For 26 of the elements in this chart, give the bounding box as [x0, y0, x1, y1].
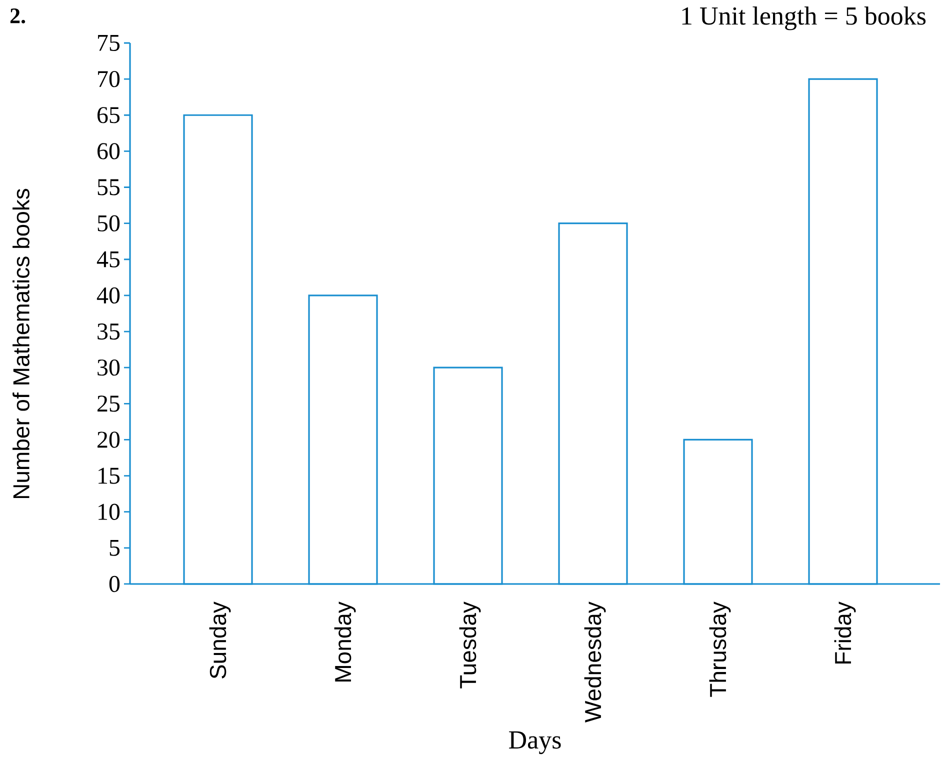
y-tick-label: 55 — [98, 179, 120, 196]
y-tick-label: 70 — [98, 70, 120, 88]
y-tick-label: 75 — [98, 35, 120, 51]
text: 1 Unit length = 5 books — [682, 6, 926, 30]
y-axis-title: Number of Mathematics books — [12, 188, 30, 498]
y-tick-label: 15 — [98, 468, 120, 484]
y-tick-label: 20 — [98, 432, 120, 448]
y-tick-label: 50 — [98, 215, 120, 232]
x-tick-label: Monday — [334, 602, 356, 682]
x-axis-title: Days — [509, 731, 561, 754]
x-tick-label: Wednesday — [584, 602, 606, 722]
x-tick-label: Thrusday — [709, 602, 731, 697]
x-tick-label: Friday — [834, 602, 856, 664]
y-tick-label: 35 — [98, 323, 120, 340]
x-tick-label: Tuesday — [459, 602, 481, 688]
y-tick-label: 60 — [98, 143, 120, 160]
y-tick-label: 45 — [96, 251, 120, 268]
y-tick-label: 65 — [98, 107, 120, 124]
x-tick-label: Sunday — [209, 602, 231, 678]
text: 2. — [10, 8, 26, 24]
y-tick-label: 25 — [98, 396, 120, 412]
y-tick-label: 30 — [98, 359, 120, 376]
y-tick-label: 5 — [110, 540, 120, 556]
y-tick-label: 10 — [98, 504, 120, 520]
y-tick-label: 40 — [96, 287, 120, 304]
y-tick-label: 0 — [109, 576, 120, 592]
